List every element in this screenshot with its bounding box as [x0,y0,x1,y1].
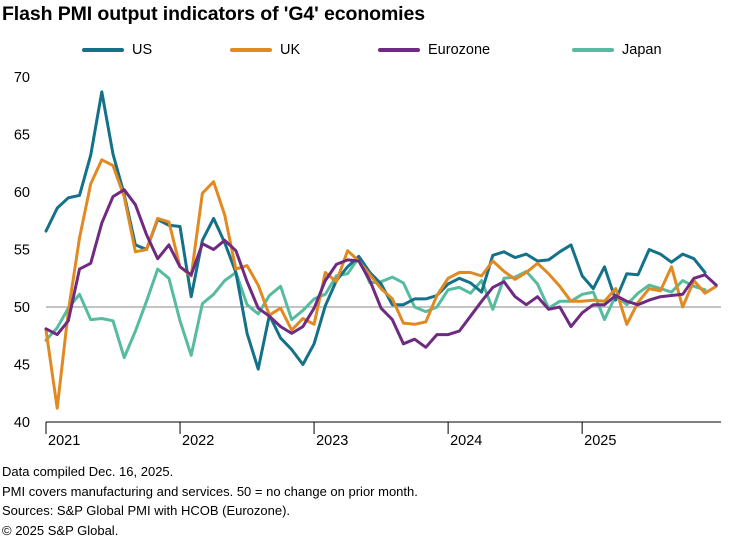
legend-swatch-eurozone [378,48,420,52]
y-tick-label-45: 45 [14,358,30,374]
y-tick-label-60: 60 [14,185,30,201]
x-tick-label-2024: 2024 [450,433,482,449]
legend-item-uk: UK [230,38,300,62]
legend-label-uk: UK [280,42,301,58]
line-chart: 40 45 50 55 60 65 70 2021 2022 2023 2024 2025 [14,70,721,449]
chart-title: Flash PMI output indicators of 'G4' econ… [2,3,425,25]
series-line-eurozone [44,188,718,349]
footnote-copyright: © 2025 S&P Global. [2,522,119,538]
legend-label-us: US [132,42,153,58]
x-tick-label-2022: 2022 [182,433,214,449]
x-tick-label-2021: 2021 [48,433,80,449]
legend-item-us: US [82,38,152,62]
legend-item-eurozone: Eurozone [378,38,490,62]
y-tick-label-50: 50 [14,300,30,316]
y-tick-label-65: 65 [14,128,30,144]
y-tick-label-55: 55 [14,243,30,259]
legend-label-japan: Japan [622,42,662,58]
x-tick-label-2023: 2023 [316,433,348,449]
footnote-data-compiled: Data compiled Dec. 16, 2025. [2,464,174,479]
footnote-pmi-coverage: PMI covers manufacturing and services. 5… [2,483,418,499]
chart-legend: US UK Eurozone Japan [0,38,743,62]
legend-swatch-uk [230,48,272,52]
footnotes: Data compiled Dec. 16, 2025. PMI covers … [2,462,418,540]
legend-swatch-japan [572,48,614,52]
x-tick-label-2025: 2025 [584,433,616,449]
y-tick-label-70: 70 [14,70,30,86]
y-tick-label-40: 40 [14,415,30,431]
series-line-uk [44,158,718,410]
footnote-sources: Sources: S&P Global PMI with HCOB (Euroz… [2,503,291,518]
legend-swatch-us [82,48,124,52]
legend-label-eurozone: Eurozone [428,42,491,58]
legend-item-japan: Japan [572,38,662,62]
